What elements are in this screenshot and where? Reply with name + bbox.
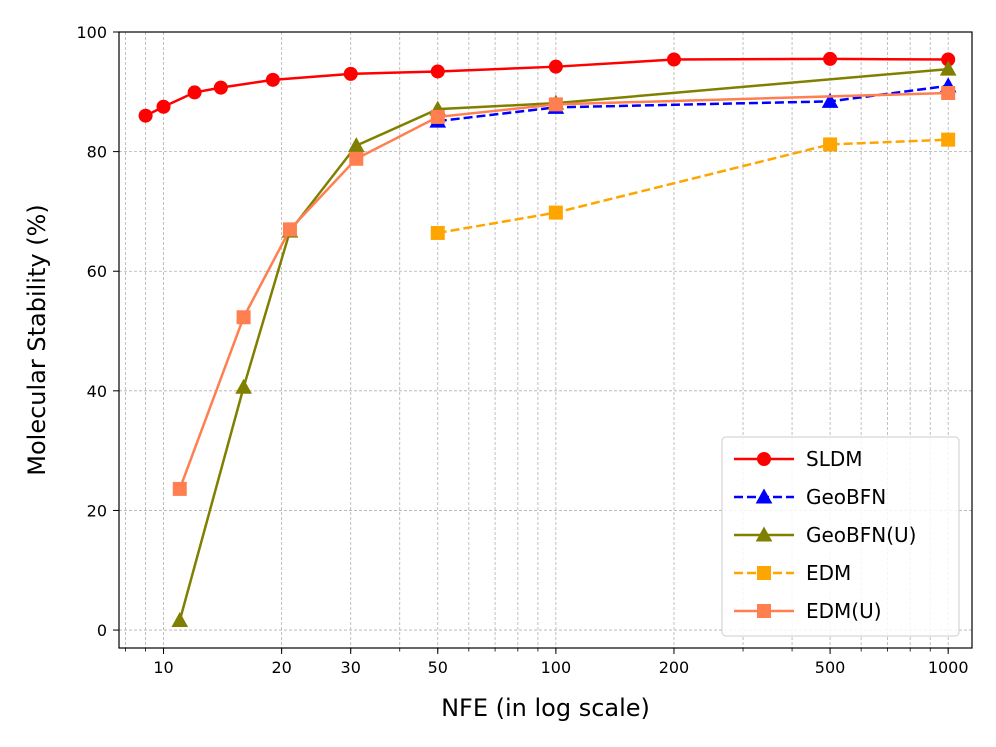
data-point-geobfn-u bbox=[171, 611, 189, 627]
data-point-sldm bbox=[265, 72, 280, 87]
axis-ticks: 10 20 30 50 100 200 500 1000 0 20 40 60 80 100 bbox=[76, 23, 968, 677]
series-line-geobfn bbox=[437, 84, 949, 123]
legend-label-sldm: SLDM bbox=[806, 447, 863, 471]
legend-item-geobfn: GeoBFN bbox=[734, 485, 886, 509]
data-point-edm bbox=[941, 132, 956, 147]
legend-marker-edm-u bbox=[757, 604, 771, 618]
data-point-edm bbox=[823, 137, 838, 152]
data-point-sldm bbox=[548, 59, 563, 74]
y-tick-label: 0 bbox=[97, 621, 107, 640]
legend-item-edm-u: EDM(U) bbox=[734, 599, 882, 623]
data-point-sldm bbox=[213, 80, 228, 95]
data-point-sldm bbox=[138, 108, 153, 123]
data-point-edm-u bbox=[172, 481, 187, 496]
data-point-edm-u bbox=[430, 109, 445, 124]
data-point-sldm bbox=[156, 99, 171, 114]
y-tick-label: 20 bbox=[87, 501, 107, 520]
legend-label-edm: EDM bbox=[806, 561, 851, 585]
series-layer bbox=[138, 51, 957, 627]
x-tick-label: 500 bbox=[815, 658, 846, 677]
y-tick-label: 80 bbox=[87, 143, 107, 162]
series-edm-u bbox=[172, 86, 956, 496]
legend-label-geobfn: GeoBFN bbox=[806, 485, 886, 509]
data-point-geobfn-u bbox=[235, 378, 252, 394]
legend-marker-geobfn-u bbox=[755, 526, 773, 542]
x-tick-label: 100 bbox=[541, 658, 572, 677]
data-point-sldm bbox=[430, 64, 445, 79]
y-axis-title: Molecular Stability (%) bbox=[23, 204, 51, 475]
x-tick-label: 50 bbox=[428, 658, 448, 677]
data-point-edm-u bbox=[349, 151, 364, 166]
legend-label-geobfn-u: GeoBFN(U) bbox=[806, 523, 916, 547]
x-tick-label: 1000 bbox=[928, 658, 969, 677]
y-tick-label: 60 bbox=[87, 262, 107, 281]
data-point-sldm bbox=[666, 52, 681, 67]
legend: SLDM GeoBFN GeoBFN(U) EDM EDM(U) bbox=[721, 436, 960, 637]
data-point-edm-u bbox=[548, 97, 563, 112]
series-geobfn bbox=[429, 77, 957, 128]
x-tick-label: 10 bbox=[153, 658, 173, 677]
series-edm bbox=[430, 132, 956, 240]
legend-item-sldm: SLDM bbox=[734, 447, 863, 471]
legend-item-geobfn-u: GeoBFN(U) bbox=[734, 523, 916, 547]
legend-marker-geobfn bbox=[755, 488, 773, 504]
series-line-edm bbox=[437, 138, 949, 235]
data-point-edm bbox=[548, 205, 563, 220]
legend-label-edm-u: EDM(U) bbox=[806, 599, 882, 623]
data-point-geobfn bbox=[821, 92, 839, 108]
x-axis-title: NFE (in log scale) bbox=[441, 694, 650, 722]
data-point-edm-u bbox=[941, 86, 956, 101]
data-point-sldm bbox=[343, 66, 358, 81]
x-tick-label: 20 bbox=[271, 658, 291, 677]
data-point-geobfn-u bbox=[939, 60, 957, 76]
legend-marker-edm bbox=[757, 566, 771, 580]
data-point-sldm bbox=[823, 51, 838, 66]
x-tick-label: 30 bbox=[341, 658, 361, 677]
legend-box bbox=[721, 436, 960, 637]
x-tick-label: 200 bbox=[659, 658, 690, 677]
data-point-edm-u bbox=[236, 310, 251, 325]
y-tick-label: 100 bbox=[76, 23, 107, 42]
legend-item-edm: EDM bbox=[734, 561, 851, 585]
plot-frame bbox=[118, 31, 973, 649]
data-point-geobfn-u bbox=[347, 137, 365, 153]
data-point-sldm bbox=[187, 85, 202, 100]
data-point-edm bbox=[430, 225, 445, 240]
y-tick-label: 40 bbox=[87, 382, 107, 401]
series-line-edm-u bbox=[178, 91, 949, 490]
series-sldm bbox=[138, 51, 956, 123]
data-point-edm-u bbox=[282, 222, 297, 237]
legend-marker-sldm bbox=[757, 452, 771, 466]
